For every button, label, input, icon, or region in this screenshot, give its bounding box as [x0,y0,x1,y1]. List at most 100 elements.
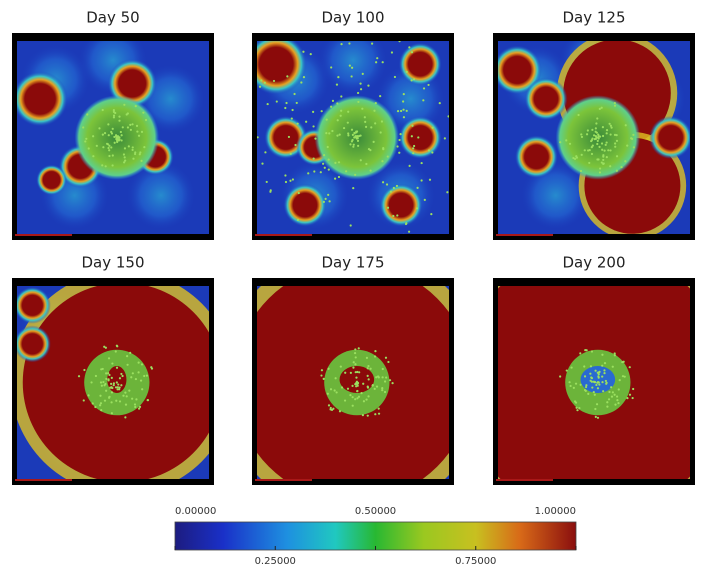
cell-dot [142,111,145,114]
cell-dot [120,372,123,376]
cell-dot [349,371,352,374]
cell-dot [599,167,602,170]
cell-dot [146,399,150,402]
cell-dot [110,401,113,404]
cell-dot [111,164,114,167]
cell-dot [287,135,291,139]
cell-dot [345,170,348,173]
cell-dot [577,113,580,117]
panel: Day 125 [493,9,695,240]
cell-dot [261,162,264,165]
heatmap [17,41,209,234]
cell-dot [614,403,617,406]
cell-dot [616,399,619,402]
cell-dot [84,140,87,143]
cell-dot [386,155,389,158]
cell-dot [144,118,148,122]
cell-dot [396,110,400,113]
cell-dot [102,380,105,384]
cell-dot [381,387,384,390]
cell-dot [110,391,114,394]
heatmap [257,286,449,479]
cell-dot [125,355,129,358]
cell-dot [335,83,339,86]
cell-dot [264,151,267,154]
cell-dot [412,78,416,81]
cell-dot [328,132,331,135]
cell-dot [327,367,330,370]
panel-title: Day 200 [562,254,625,272]
cell-dot [568,142,572,145]
cell-dot [609,124,612,127]
cell-dot [293,92,296,96]
colorbar-tick-label: 0.50000 [355,506,396,517]
cell-dot [108,154,111,158]
cell-dot [131,146,134,149]
cell-dot [596,142,599,146]
cell-dot [601,381,604,384]
cell-dot [138,153,141,156]
cell-dot [324,197,327,200]
cell-dot [408,164,411,167]
cell-dot [108,149,111,152]
cell-dot [411,124,414,127]
cell-dot [90,381,93,384]
cell-dot [82,126,85,129]
cell-dot [108,396,111,399]
cell-dot [597,376,600,379]
cell-dot [427,83,430,87]
cell-dot [110,382,113,385]
cell-dot [382,147,385,150]
cell-dot [94,405,97,409]
cell-dot [631,396,634,400]
cell-dot [354,348,357,351]
cell-dot [137,371,140,374]
cell-dot [334,377,337,380]
cell-dot [373,109,376,112]
cell-dot [336,119,339,122]
cell-dot [359,82,362,85]
cell-dot [347,134,350,137]
cell-dot [598,383,601,386]
cell-dot [118,136,121,139]
cell-dot [284,106,287,110]
cell-dot [375,61,378,64]
cell-dot [314,137,317,140]
cell-dot [272,79,276,83]
cell-dot [628,393,632,396]
cell-dot [364,120,367,124]
cell-dot [137,361,140,364]
cell-dot [405,70,408,74]
cell-dot [330,66,333,69]
cell-dot [367,364,370,368]
cell-dot [631,137,634,141]
cell-dot [312,125,315,128]
cell-dot [356,139,360,142]
cell-dot [614,145,617,148]
cell-dot [289,179,292,182]
cell-dot [354,173,357,176]
cell-dot [107,134,110,137]
cell-dot [130,376,133,379]
cell-dot [408,46,411,49]
cell-dot [369,169,372,172]
cell-dot [111,386,114,390]
cell-dot [595,383,598,387]
cell-dot [365,356,369,360]
cell-dot [613,133,617,137]
cell-dot [312,110,315,113]
cell-dot [336,30,338,32]
hotspot [398,115,442,160]
cell-dot [363,116,366,119]
cell-dot [307,172,310,175]
cell-dot [415,207,419,210]
cell-dot [366,374,369,377]
cell-dot [376,375,380,378]
cell-dot [104,346,107,349]
cell-dot [605,128,609,132]
cell-dot [327,168,330,171]
cell-dot [366,385,369,388]
cell-dot [374,101,377,105]
cell-dot [383,380,387,383]
cell-dot [77,375,81,378]
